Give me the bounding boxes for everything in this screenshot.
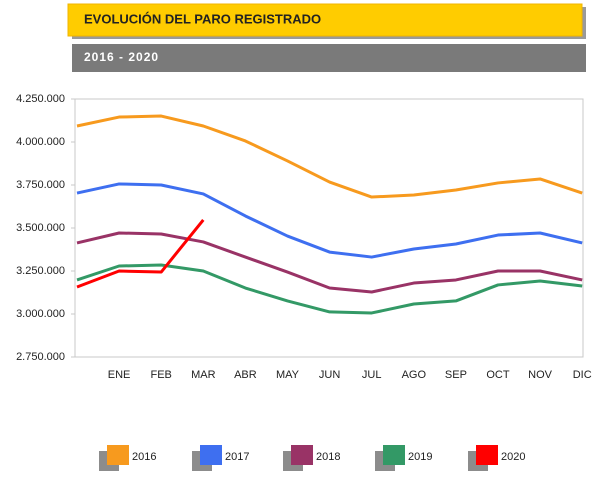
x-tick-label: ENE (108, 369, 131, 381)
series-line (76, 231, 583, 294)
x-tick-label: JUL (362, 369, 382, 381)
series-line (76, 182, 583, 259)
x-tick-label: MAY (276, 369, 300, 381)
y-tick-label: 2.750.000 (16, 351, 65, 363)
legend-swatch (383, 445, 405, 465)
legend-label: 2020 (501, 451, 525, 463)
title-banner (67, 3, 583, 37)
chart-subtitle: 2016 - 2020 (84, 50, 159, 64)
legend-label: 2019 (408, 451, 432, 463)
legend-swatch (476, 445, 498, 465)
y-tick-label: 3.750.000 (16, 179, 65, 191)
y-tick-label: 3.250.000 (16, 265, 65, 277)
x-tick-label: FEB (150, 369, 171, 381)
series-line (76, 263, 583, 315)
legend-swatch (291, 445, 313, 465)
y-tick-label: 4.250.000 (16, 93, 65, 105)
x-tick-label: OCT (486, 369, 510, 381)
x-tick-label: MAR (191, 369, 216, 381)
y-tick-label: 3.500.000 (16, 222, 65, 234)
x-tick-label: SEP (445, 369, 467, 381)
series-line (76, 114, 583, 199)
y-tick-label: 3.000.000 (16, 308, 65, 320)
x-tick-label: JUN (319, 369, 340, 381)
x-tick-label: NOV (528, 369, 553, 381)
chart-title: EVOLUCIÓN DEL PARO REGISTRADO (84, 11, 321, 26)
legend-swatch (107, 445, 129, 465)
plot-frame (74, 98, 584, 358)
series-line (76, 218, 205, 289)
legend-label: 2016 (132, 451, 156, 463)
x-tick-label: DIC (573, 369, 592, 381)
y-tick-label: 4.000.000 (16, 136, 65, 148)
x-tick-label: AGO (402, 369, 427, 381)
legend-label: 2018 (316, 451, 340, 463)
legend-label: 2017 (225, 451, 249, 463)
x-tick-label: ABR (234, 369, 257, 381)
legend-swatch (200, 445, 222, 465)
subtitle-banner (72, 44, 586, 72)
